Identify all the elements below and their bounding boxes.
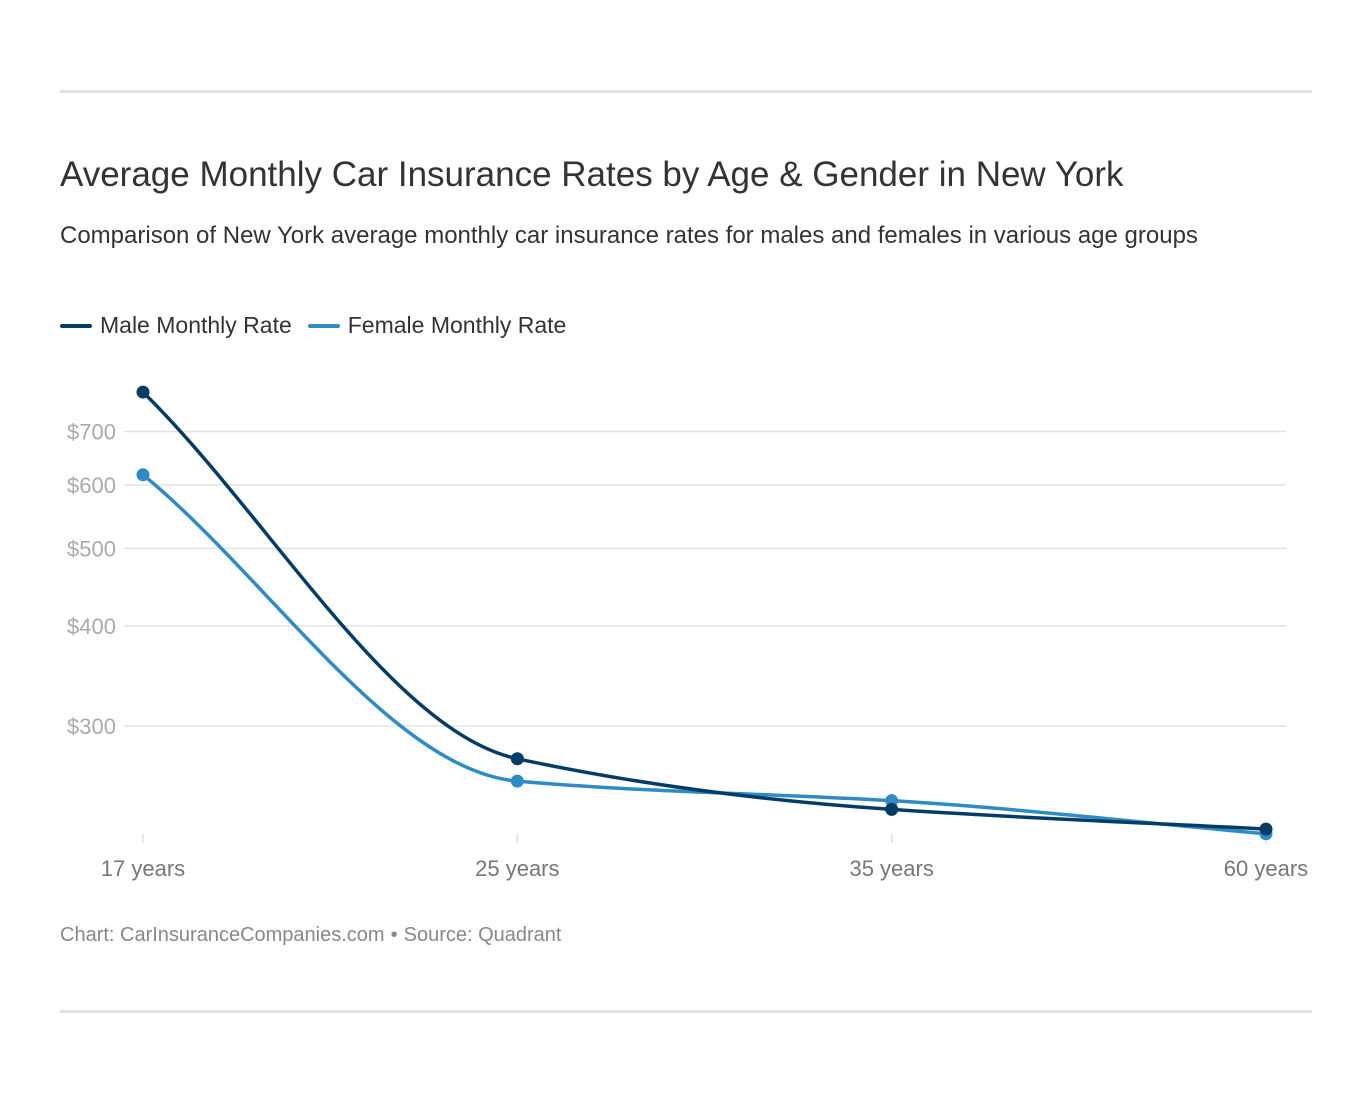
data-point-male xyxy=(885,802,899,816)
data-point-female xyxy=(136,468,150,482)
separator-dot: • xyxy=(390,924,398,946)
legend: Male Monthly Rate Female Monthly Rate xyxy=(60,312,582,339)
legend-swatch-female xyxy=(307,323,340,328)
data-point-female xyxy=(510,774,524,788)
chart-subtitle: Comparison of New York average monthly c… xyxy=(60,222,1198,249)
data-point-male xyxy=(1259,822,1273,836)
y-tick-label: $300 xyxy=(67,714,116,739)
legend-label-male: Male Monthly Rate xyxy=(100,312,292,338)
x-tick-label: 60 years xyxy=(1224,856,1308,881)
bottom-rule xyxy=(60,1010,1312,1013)
y-tick-label: $400 xyxy=(67,614,116,639)
x-tick-label: 35 years xyxy=(849,856,933,881)
chart-credit: Chart: CarInsuranceCompanies.com xyxy=(60,924,385,946)
data-point-male xyxy=(136,385,150,399)
chart-footer: Chart: CarInsuranceCompanies.com • Source:… xyxy=(60,924,561,947)
y-tick-label: $500 xyxy=(67,536,116,561)
legend-label-female: Female Monthly Rate xyxy=(347,312,567,338)
top-rule xyxy=(60,90,1312,93)
y-tick-label: $600 xyxy=(67,473,116,498)
x-tick-label: 25 years xyxy=(475,856,559,881)
source-credit: Source: Quadrant xyxy=(403,924,562,946)
series-line-male xyxy=(141,390,1267,831)
data-point-male xyxy=(510,752,524,766)
legend-item-male: Male Monthly Rate xyxy=(60,312,292,339)
x-tick-label: 17 years xyxy=(101,856,185,881)
legend-swatch-male xyxy=(60,323,92,328)
y-tick-label: $700 xyxy=(67,419,116,444)
chart-title: Average Monthly Car Insurance Rates by A… xyxy=(60,155,1124,194)
legend-item-female: Female Monthly Rate xyxy=(307,312,567,339)
series-line-female xyxy=(141,473,1267,836)
